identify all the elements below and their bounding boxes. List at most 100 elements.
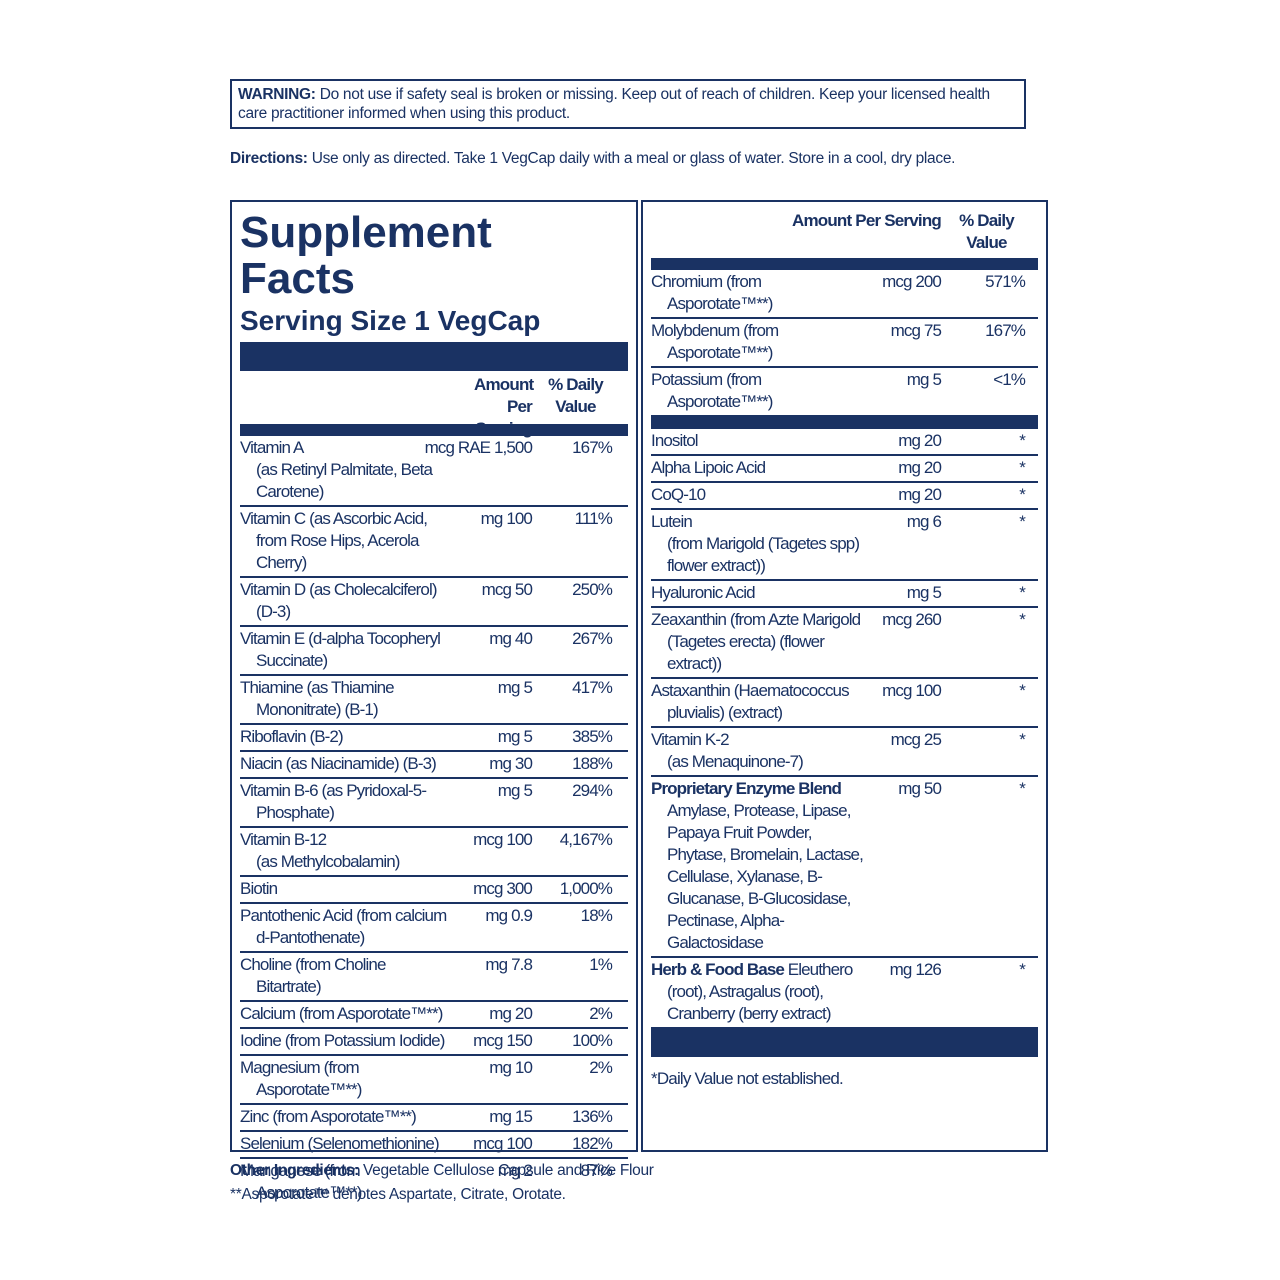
- nutrient-name-text: Inositol: [651, 431, 699, 450]
- daily-value: 294%: [572, 781, 613, 800]
- nutrient-name: Molybdenum (from Asporotate™**): [651, 320, 866, 364]
- bar: [240, 342, 628, 371]
- nutrient-name-text: Vitamin K-2: [651, 730, 730, 749]
- amount: 2 mg: [497, 1161, 533, 1180]
- daily-value: 100%: [572, 1031, 613, 1050]
- nutrient-name: Proprietary Enzyme Blend: [651, 778, 866, 800]
- daily-value: 87%: [580, 1161, 613, 1180]
- nutrient-row: Zeaxanthin (from Azte Marigold (Tagetes …: [651, 608, 1038, 679]
- nutrient-row: Hyaluronic Acid 5 mg *: [651, 581, 1038, 608]
- nutrient-name: Thiamine (as Thiamine Mononitrate) (B-1): [240, 677, 450, 721]
- warning-text: Do not use if safety seal is broken or m…: [238, 86, 990, 122]
- daily-value: *: [1019, 583, 1026, 602]
- other-ingredients: Other Ingredients: Vegetable Cellulose C…: [230, 1159, 654, 1207]
- nutrient-name: Inositol: [651, 430, 866, 452]
- daily-value: <1%: [993, 370, 1026, 389]
- nutrient-name: Choline (from Choline Bitartrate): [240, 954, 450, 998]
- nutrient-cell: Hyaluronic Acid: [651, 582, 866, 604]
- amount-header: Amount Per Serving: [791, 211, 942, 230]
- daily-value: 182%: [572, 1134, 613, 1153]
- nutrient-name-text: Potassium (from Asporotate™**): [651, 370, 773, 411]
- daily-value: *: [1019, 512, 1026, 531]
- nutrient-name: Vitamin E (d-alpha Tocopheryl Succinate): [240, 628, 450, 672]
- amount: 200 mcg: [882, 272, 942, 291]
- nutrient-row: Thiamine (as Thiamine Mononitrate) (B-1)…: [240, 676, 628, 725]
- nutrient-row: Astaxanthin (Haematococcus pluvialis) (e…: [651, 679, 1038, 728]
- nutrient-row: Inositol 20 mg *: [651, 429, 1038, 456]
- nutrient-detail: Eleuthero (root), Astragalus (root), Cra…: [667, 960, 853, 1023]
- nutrient-row: Chromium (from Asporotate™**) 200 mcg 571%: [651, 270, 1038, 319]
- daily-value: 417%: [572, 678, 613, 697]
- nutrient-row: Pantothenic Acid (from calcium d-Pantoth…: [240, 904, 628, 953]
- daily-value: 167%: [572, 438, 613, 457]
- daily-value: 18%: [580, 906, 613, 925]
- nutrient-name-text: Chromium (from Asporotate™**): [651, 272, 773, 313]
- nutrient-name: Manganese (from Asporotate™**): [240, 1160, 450, 1204]
- warning-label: WARNING:: [238, 86, 316, 103]
- nutrient-name: Potassium (from Asporotate™**): [651, 369, 866, 413]
- nutrient-cell: Manganese (from Asporotate™**): [240, 1160, 450, 1204]
- nutrient-row: CoQ-10 20 mg *: [651, 483, 1038, 510]
- daily-value: *: [1019, 458, 1026, 477]
- nutrient-name: Zeaxanthin (from Azte Marigold (Tagetes …: [651, 609, 866, 675]
- nutrient-name-text: Biotin: [240, 879, 278, 898]
- nutrient-name-text: Vitamin E (d-alpha Tocopheryl Succinate): [240, 629, 441, 670]
- nutrient-name-text: Proprietary Enzyme Blend: [651, 779, 842, 798]
- nutrient-cell: Pantothenic Acid (from calcium d-Pantoth…: [240, 905, 450, 949]
- nutrient-name: Vitamin A: [240, 437, 450, 459]
- nutrient-detail: (from Marigold (Tagetes spp) flower extr…: [667, 534, 860, 575]
- nutrient-cell: Calcium (from Asporotate™**): [240, 1003, 450, 1025]
- nutrient-name: Hyaluronic Acid: [651, 582, 866, 604]
- nutrient-cell: Alpha Lipoic Acid: [651, 457, 866, 479]
- amount: 20 mg: [898, 431, 942, 450]
- amount: 20 mg: [489, 1004, 533, 1023]
- amount: 0.9 mg: [485, 906, 532, 925]
- amount: 50 mcg: [481, 580, 533, 599]
- daily-value: 167%: [985, 321, 1026, 340]
- nutrient-cell: Vitamin A (as Retinyl Palmitate, Beta Car…: [240, 437, 450, 503]
- nutrient-name-text: Vitamin B-12: [240, 830, 327, 849]
- facts-title: Supplement Facts: [240, 208, 492, 303]
- nutrient-cell: Riboflavin (B-2): [240, 726, 450, 748]
- other-label: Other Ingredients:: [230, 1162, 359, 1179]
- amount: 126 mg: [889, 960, 942, 979]
- bar: [651, 258, 1038, 270]
- nutrient-cell: Chromium (from Asporotate™**): [651, 271, 866, 315]
- daily-value: 2%: [589, 1004, 613, 1023]
- nutrient-cell: Potassium (from Asporotate™**): [651, 369, 866, 413]
- daily-value: *: [1019, 485, 1026, 504]
- nutrient-row: Niacin (as Niacinamide) (B-3) 30 mg 188%: [240, 752, 628, 779]
- nutrient-name-text: Iodine (from Potassium Iodide): [240, 1031, 445, 1050]
- nutrient-cell: Vitamin C (as Ascorbic Acid, from Rose H…: [240, 508, 450, 574]
- daily-value: 1,000%: [559, 879, 613, 898]
- nutrient-name-text: Choline (from Choline Bitartrate): [240, 955, 386, 996]
- nutrient-name-text: Niacin (as Niacinamide) (B-3): [240, 754, 437, 773]
- nutrient-row: Zinc (from Asporotate™**) 15 mg 136%: [240, 1105, 628, 1132]
- nutrient-row: Biotin 300 mcg 1,000%: [240, 877, 628, 904]
- nutrient-row: Vitamin K-2 (as Menaquinone-7) 25 mcg *: [651, 728, 1038, 777]
- nutrient-name: Biotin: [240, 878, 450, 900]
- warning-box: WARNING: Do not use if safety seal is br…: [230, 79, 1026, 129]
- nutrient-row: Riboflavin (B-2) 5 mg 385%: [240, 725, 628, 752]
- nutrient-name: Chromium (from Asporotate™**): [651, 271, 866, 315]
- nutrient-cell: Zinc (from Asporotate™**): [240, 1106, 450, 1128]
- nutrient-name: Pantothenic Acid (from calcium d-Pantoth…: [240, 905, 450, 949]
- nutrient-name-text: CoQ-10: [651, 485, 706, 504]
- nutrient-name: Calcium (from Asporotate™**): [240, 1003, 450, 1025]
- nutrient-cell: Inositol: [651, 430, 866, 452]
- nutrient-cell: Vitamin E (d-alpha Tocopheryl Succinate): [240, 628, 450, 672]
- nutrient-row: Herb & Food Base Eleuthero (root), Astra…: [651, 958, 1038, 1027]
- amount-header: Amount Per Serving: [474, 375, 534, 438]
- nutrient-row: Alpha Lipoic Acid 20 mg *: [651, 456, 1038, 483]
- daily-value: 267%: [572, 629, 613, 648]
- nutrient-detail: Amylase, Protease, Lipase, Papaya Fruit …: [667, 801, 864, 952]
- daily-value: *: [1019, 779, 1026, 798]
- amount: 5 mg: [906, 583, 942, 602]
- nutrient-name: Alpha Lipoic Acid: [651, 457, 866, 479]
- bar: [651, 1027, 1038, 1057]
- nutrient-row: Vitamin A (as Retinyl Palmitate, Beta Car…: [240, 436, 628, 507]
- daily-value: 111%: [574, 509, 613, 528]
- nutrient-cell: Proprietary Enzyme Blend Amylase, Proteas…: [651, 778, 866, 954]
- nutrient-name-text: Zinc (from Asporotate™**): [240, 1107, 417, 1126]
- nutrient-name: Magnesium (from Asporotate™**): [240, 1057, 450, 1101]
